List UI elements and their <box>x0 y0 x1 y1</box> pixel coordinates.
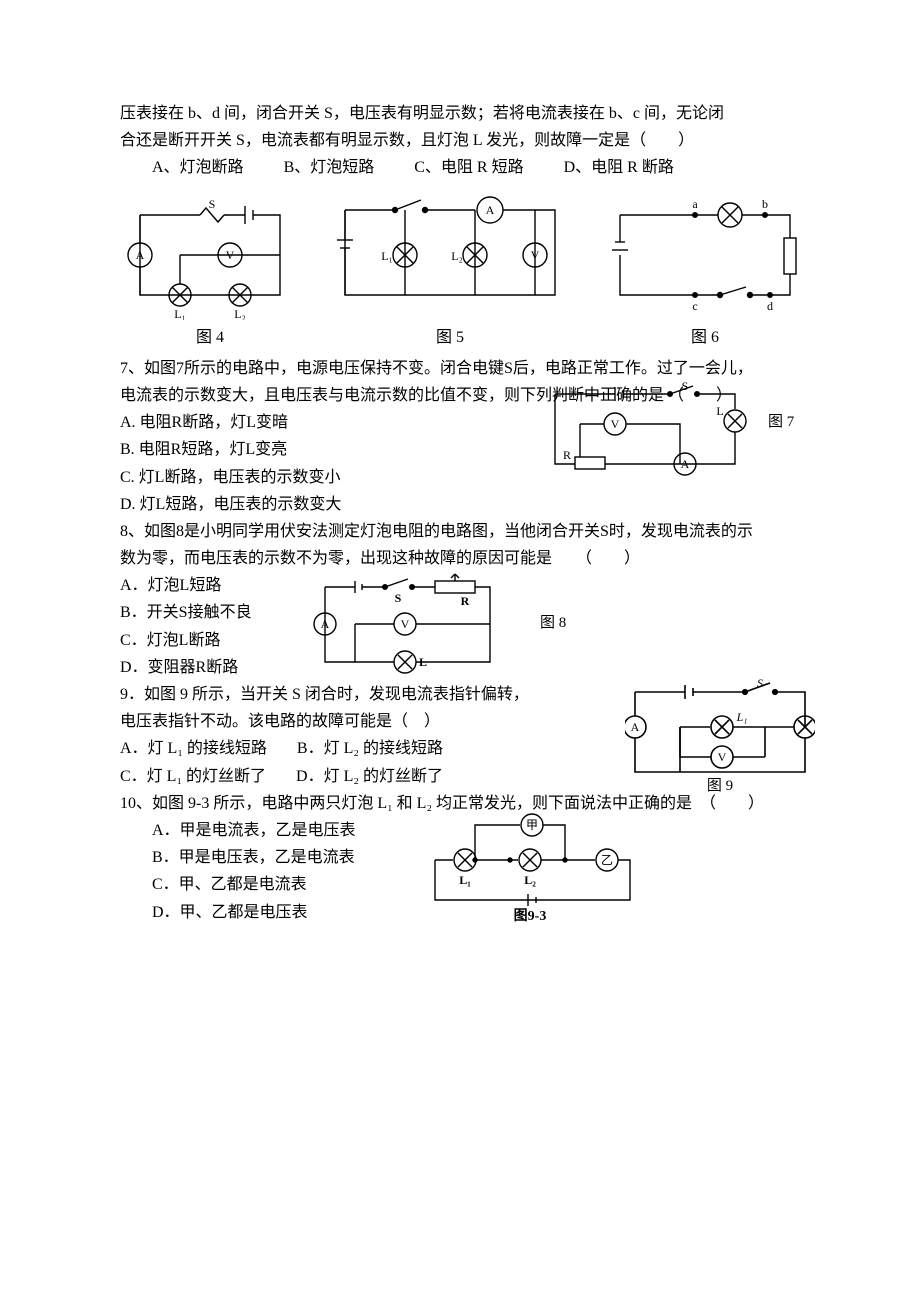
fig9-v-label: V <box>718 750 727 764</box>
q6-line1: 压表接在 b、d 间，闭合开关 S，电压表有明显示数；若将电流表接在 b、c 间… <box>120 100 810 127</box>
figure-9-3: 甲 乙 L₁ L₂ 图9-3 <box>420 810 650 930</box>
figure-7-caption: 图 7 <box>768 413 795 430</box>
fig5-ammeter-label: A <box>486 203 495 217</box>
fig7-a-label: A <box>681 457 690 471</box>
q9-opt-b: B．灯 L₂ 的接线短路 <box>297 735 443 762</box>
fig93-l1-label: L₁ <box>459 873 471 887</box>
fig7-s-label: S <box>682 379 689 393</box>
q9-opt-d: D．灯 L₂ 的灯丝断了 <box>296 763 443 790</box>
q7-opt-d: D. 灯L短路，电压表的示数变大 <box>120 491 810 518</box>
fig7-r-label: R <box>563 448 571 462</box>
fig93-jia-label: 甲 <box>526 818 538 832</box>
figure-row-456: A V S L₁ L₂ 图 4 <box>120 190 810 351</box>
question-8: 8、如图8是小明同学用伏安法测定灯泡电阻的电路图，当他闭合开关S时，发现电流表的… <box>120 518 810 681</box>
figure-6-caption: 图 6 <box>600 324 810 351</box>
figure-4: A V S L₁ L₂ 图 4 <box>120 190 300 351</box>
q6-opt-c: C、电阻 R 短路 <box>414 154 523 181</box>
fig6-node-a: a <box>692 197 698 211</box>
figure-8-caption: 图 8 <box>540 614 566 631</box>
fig4-l1-label: L₁ <box>174 307 186 320</box>
fig8-a-label: A <box>321 617 330 631</box>
fig5-l2-label: L₂ <box>451 249 463 263</box>
fig5-voltmeter-label: V <box>531 248 540 262</box>
fig8-l-label: L <box>419 655 427 669</box>
fig4-switch-label: S <box>209 197 216 211</box>
fig6-node-d: d <box>767 299 773 313</box>
fig8-s-label: S <box>395 591 402 605</box>
figure-7: V A S L R 图 7 <box>540 379 800 479</box>
fig93-yi-label: 乙 <box>601 853 613 867</box>
figure-6: a b c d 图 6 <box>600 190 810 351</box>
fig6-node-b: b <box>762 197 768 211</box>
fig4-ammeter-label: A <box>136 248 145 262</box>
q9-opt-a: A．灯 L₁ 的接线短路 <box>120 735 267 762</box>
q9-opt-c: C．灯 L₁ 的灯丝断了 <box>120 763 266 790</box>
fig9-a-label: A <box>631 720 640 734</box>
fig7-v-label: V <box>611 417 620 431</box>
fig7-l-label: L <box>716 404 723 418</box>
q6-options: A、灯泡断路 B、灯泡短路 C、电阻 R 短路 D、电阻 R 断路 <box>120 154 810 181</box>
fig93-l2-label: L₂ <box>524 873 536 887</box>
fig8-r-label: R <box>461 594 470 608</box>
fig4-voltmeter-label: V <box>226 248 235 262</box>
question-9: 9．如图 9 所示，当开关 S 闭合时，发现电流表指针偏转， 电压表指针不动。该… <box>120 681 810 790</box>
question-10: 10、如图 9-3 所示，电路中两只灯泡 L₁ 和 L₂ 均正常发光，则下面说法… <box>120 790 810 926</box>
fig4-l2-label: L₂ <box>234 307 246 320</box>
q6-line2: 合还是断开开关 S，电流表都有明显示数，且灯泡 L 发光，则故障一定是（ ） <box>120 127 810 154</box>
figure-4-caption: 图 4 <box>120 324 300 351</box>
figure-5: A V L₁ L₂ 图 5 <box>325 190 575 351</box>
fig9-s-label: S <box>757 677 763 690</box>
q6-opt-d: D、电阻 R 断路 <box>564 154 674 181</box>
q8-line2: 数为零，而电压表的示数不为零，出现这种故障的原因可能是 （ ） <box>120 545 810 572</box>
figure-9-3-caption: 图9-3 <box>514 908 547 924</box>
q6-opt-b: B、灯泡短路 <box>284 154 375 181</box>
fig6-node-c: c <box>692 299 697 313</box>
figure-8: A V S R L 图 8 <box>310 572 590 677</box>
fig5-l1-label: L₁ <box>381 249 393 263</box>
q6-opt-a: A、灯泡断路 <box>152 154 244 181</box>
figure-9: A V S L₁ L 图 9 <box>625 677 815 797</box>
figure-5-caption: 图 5 <box>325 324 575 351</box>
question-7: 7、如图7所示的电路中，电源电压保持不变。闭合电键S后，电路正常工作。过了一会儿… <box>120 355 810 518</box>
q8-line1: 8、如图8是小明同学用伏安法测定灯泡电阻的电路图，当他闭合开关S时，发现电流表的… <box>120 518 810 545</box>
fig9-l1-label: L₁ <box>736 710 748 724</box>
fig8-v-label: V <box>401 617 410 631</box>
